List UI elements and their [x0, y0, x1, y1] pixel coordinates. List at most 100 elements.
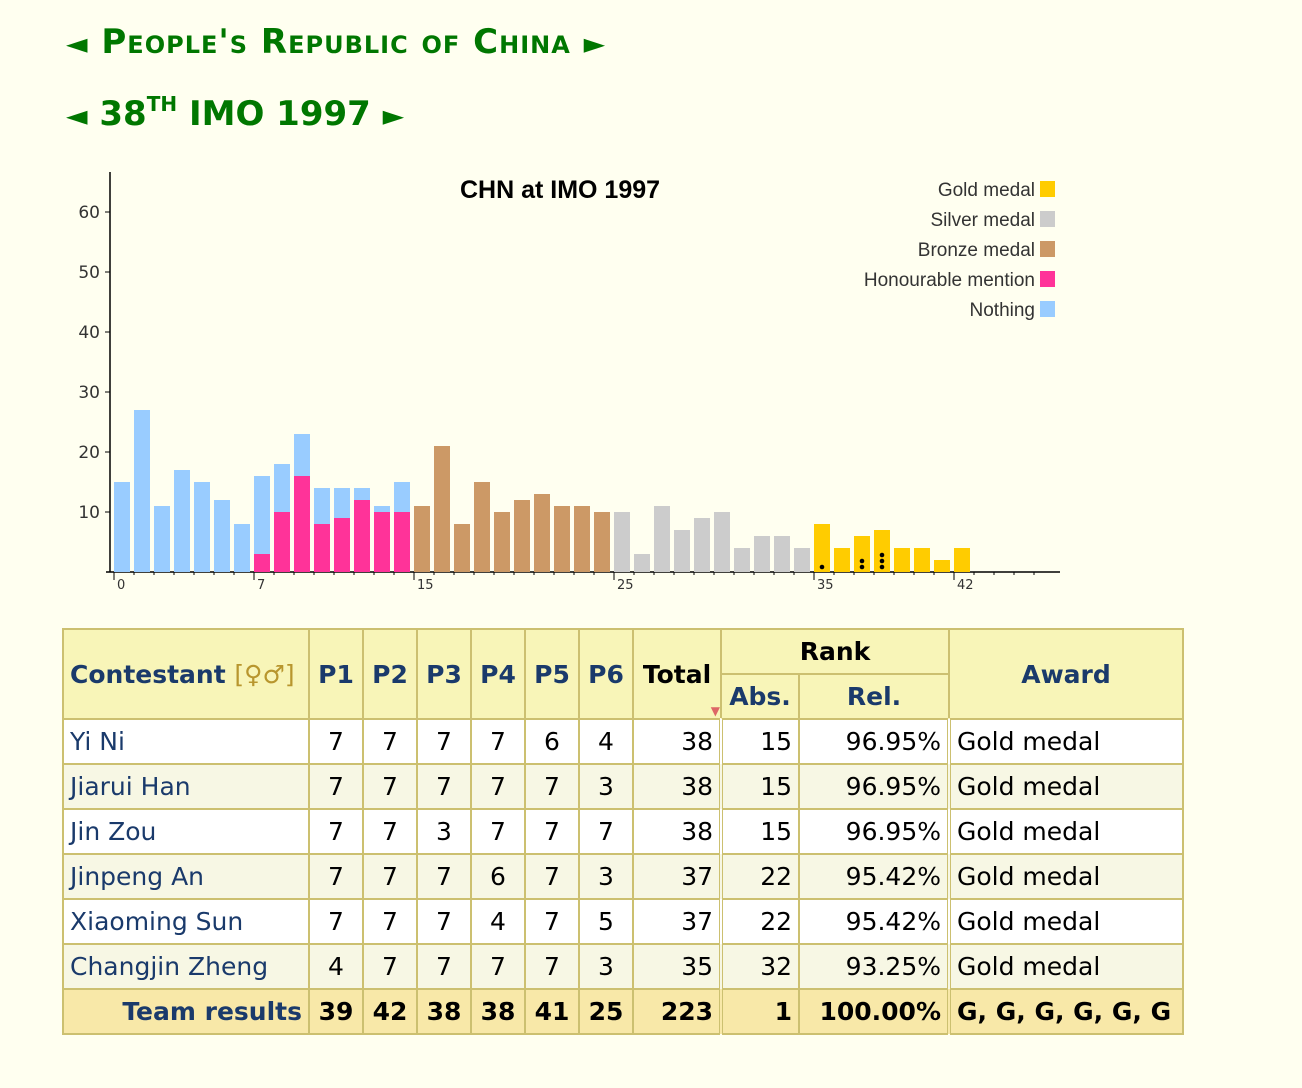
total-header[interactable]: Total ▼: [632, 628, 722, 720]
prev-country-arrow[interactable]: ◄: [66, 27, 89, 60]
total-score: 37: [632, 898, 723, 945]
bar-nothing-4: [194, 482, 210, 572]
rank-abs: 22: [720, 898, 800, 945]
bar-nothing-7: [254, 476, 270, 554]
rank-rel: 96.95%: [798, 718, 951, 765]
team-results-label: Team results: [62, 988, 310, 1035]
p3-header[interactable]: P3: [416, 628, 472, 720]
score-p6: 3: [578, 763, 634, 810]
gender-filter[interactable]: [♀♂]: [234, 659, 295, 689]
legend-swatch-hm: [1040, 271, 1055, 287]
bar-hm-8: [274, 512, 290, 572]
bar-bronze-21: [534, 494, 550, 572]
team-p2: 42: [362, 988, 418, 1035]
score-p5: 7: [524, 763, 580, 810]
bar-nothing-6: [234, 524, 250, 572]
imo-number: 38: [99, 94, 147, 134]
contestant-header[interactable]: Contestant [♀♂]: [62, 628, 310, 720]
score-p5: 7: [524, 808, 580, 855]
bar-nothing-5: [214, 500, 230, 572]
score-p3: 7: [416, 943, 472, 990]
y-tick-label: 40: [78, 323, 100, 343]
rank-rel: 96.95%: [798, 763, 951, 810]
award: Gold medal: [948, 763, 1184, 810]
score-p4: 7: [470, 718, 526, 765]
award: Gold medal: [948, 808, 1184, 855]
bar-hm-7: [254, 554, 270, 572]
p2-header[interactable]: P2: [362, 628, 418, 720]
page-title: ◄ People's Republic of China ►: [66, 22, 606, 62]
y-tick-label: 50: [78, 263, 100, 283]
bar-nothing-1: [134, 410, 150, 572]
sort-desc-icon: ▼: [710, 704, 720, 718]
table-row: Changjin Zheng 4 7 7 7 7 3 35 32 93.25% Gold medal: [62, 943, 1184, 990]
table-row: Xiaoming Sun 7 7 7 4 7 5 37 22 95.42% Gold medal: [62, 898, 1184, 945]
score-p4: 7: [470, 763, 526, 810]
score-p5: 7: [524, 943, 580, 990]
bar-silver-27: [654, 506, 670, 572]
contestant-name[interactable]: Jin Zou: [62, 808, 310, 855]
rank-abs: 32: [720, 943, 800, 990]
bar-nothing-12: [354, 488, 370, 500]
score-p6: 3: [578, 943, 634, 990]
score-p3: 3: [416, 808, 472, 855]
bar-nothing-2: [154, 506, 170, 572]
bar-bronze-20: [514, 500, 530, 572]
p1-header[interactable]: P1: [308, 628, 364, 720]
legend-swatch-silver: [1040, 211, 1055, 227]
team-marker-dot: [879, 558, 885, 564]
bar-nothing-11: [334, 488, 350, 518]
team-rank-rel: 100.00%: [798, 988, 951, 1035]
score-p6: 3: [578, 853, 634, 900]
award: Gold medal: [948, 718, 1184, 765]
score-p3: 7: [416, 718, 472, 765]
bar-nothing-10: [314, 488, 330, 524]
contestant-name[interactable]: Jinpeng An: [62, 853, 310, 900]
team-p6: 25: [578, 988, 634, 1035]
next-country-arrow[interactable]: ►: [583, 27, 607, 60]
p4-header[interactable]: P4: [470, 628, 526, 720]
score-p4: 4: [470, 898, 526, 945]
x-tick-label: 42: [957, 578, 974, 593]
bar-hm-10: [314, 524, 330, 572]
bar-silver-25: [614, 512, 630, 572]
y-tick-label: 20: [78, 443, 100, 463]
team-p1: 39: [308, 988, 364, 1035]
rank-abs: 22: [720, 853, 800, 900]
contestant-name[interactable]: Changjin Zheng: [62, 943, 310, 990]
score-p2: 7: [362, 718, 418, 765]
legend-label-hm: Honourable mention: [864, 270, 1035, 291]
score-p3: 7: [416, 763, 472, 810]
score-p1: 7: [308, 718, 364, 765]
x-tick-label: 15: [417, 578, 434, 593]
legend-label-silver: Silver medal: [930, 210, 1035, 231]
table-row: Yi Ni 7 7 7 7 6 4 38 15 96.95% Gold medal: [62, 718, 1184, 765]
prev-year-arrow[interactable]: ◄: [66, 99, 88, 132]
contestant-name[interactable]: Xiaoming Sun: [62, 898, 310, 945]
score-p1: 4: [308, 943, 364, 990]
score-p3: 7: [416, 898, 472, 945]
p5-header[interactable]: P5: [524, 628, 580, 720]
award-header[interactable]: Award: [948, 628, 1184, 720]
award: Gold medal: [948, 853, 1184, 900]
bar-bronze-22: [554, 506, 570, 572]
score-p2: 7: [362, 898, 418, 945]
total-score: 38: [632, 718, 723, 765]
p6-header[interactable]: P6: [578, 628, 634, 720]
rank-rel-header[interactable]: Rel.: [798, 673, 950, 720]
bar-nothing-9: [294, 434, 310, 476]
rank-abs-header[interactable]: Abs.: [720, 673, 800, 720]
bar-nothing-0: [114, 482, 130, 572]
score-p1: 7: [308, 853, 364, 900]
contestant-name[interactable]: Yi Ni: [62, 718, 310, 765]
team-total: 223: [632, 988, 723, 1035]
score-p5: 6: [524, 718, 580, 765]
score-p1: 7: [308, 763, 364, 810]
bar-gold-39: [894, 548, 910, 572]
legend-label-nothing: Nothing: [970, 300, 1036, 321]
contestant-name[interactable]: Jiarui Han: [62, 763, 310, 810]
score-p4: 7: [470, 943, 526, 990]
legend-swatch-nothing: [1040, 301, 1055, 317]
x-tick-label: 0: [117, 578, 125, 593]
next-year-arrow[interactable]: ►: [382, 99, 405, 132]
